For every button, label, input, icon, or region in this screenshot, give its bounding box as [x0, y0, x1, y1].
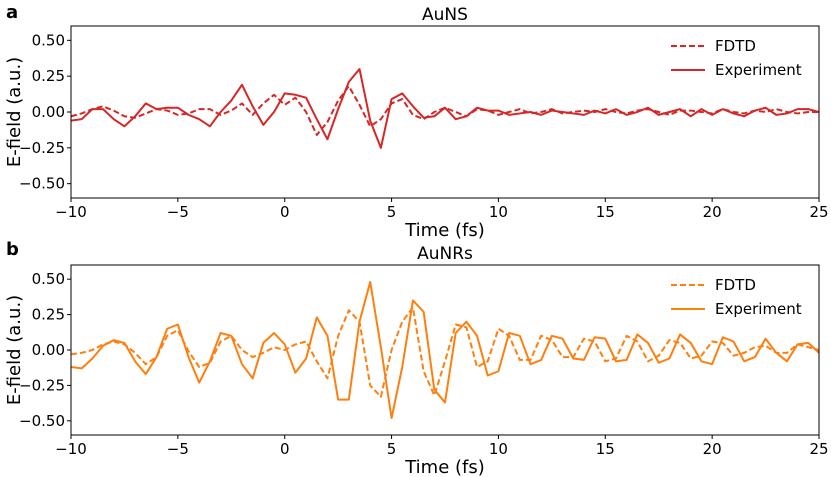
x-tick-label: −5: [167, 440, 189, 458]
x-tick-label: 15: [596, 203, 615, 221]
panel-b: b AuNRs −10 −5 0 5 10 15 20 25 −0.50 −0.25 0.00 0.25 0…: [4, 239, 829, 477]
chart-title: AuNS: [422, 5, 468, 25]
legend-label-experiment: Experiment: [715, 61, 802, 79]
y-tick-label: 0.00: [32, 341, 65, 359]
y-tick-label: 0.00: [32, 103, 65, 121]
panel-a: a AuNS −10 −5 0 5 10 15 20 25 −0.50 −0.25 0.00 0.25 0.…: [4, 2, 829, 241]
legend-label-fdtd: FDTD: [715, 37, 756, 55]
x-tick-label: 20: [703, 440, 722, 458]
series-group: [71, 281, 819, 419]
x-tick-label: 25: [809, 440, 828, 458]
y-tick-label: 0.25: [32, 67, 65, 85]
series-line-experiment: [71, 281, 819, 419]
y-tick-label: −0.50: [19, 175, 65, 193]
y-tick-label: −0.25: [19, 376, 65, 394]
y-axis-label: E-field (a.u.): [4, 57, 25, 167]
x-tick-label: −10: [55, 203, 87, 221]
y-tick-label: 0.25: [32, 306, 65, 324]
series-group: [71, 68, 819, 149]
chart-title: AuNRs: [417, 244, 473, 264]
y-tick-label: 0.50: [32, 31, 65, 49]
series-line-fdtd: [71, 306, 819, 398]
series-line-experiment: [71, 68, 819, 149]
x-tick-label: 5: [387, 203, 397, 221]
x-tick-label: 20: [703, 203, 722, 221]
x-tick-label: 10: [489, 440, 508, 458]
legend-label-fdtd: FDTD: [715, 276, 756, 294]
legend: FDTD Experiment: [671, 276, 802, 318]
panel-letter: b: [6, 239, 19, 260]
x-tick-label: 5: [387, 440, 397, 458]
y-tick-label: −0.50: [19, 412, 65, 430]
legend-label-experiment: Experiment: [715, 300, 802, 318]
panel-letter: a: [6, 2, 18, 23]
x-tick-label: −10: [55, 440, 87, 458]
x-tick-label: 0: [280, 440, 290, 458]
y-tick-label: 0.50: [32, 270, 65, 288]
plot-frame: [70, 264, 820, 436]
x-axis-label: Time (fs): [404, 220, 485, 241]
y-axis-label: E-field (a.u.): [4, 295, 25, 405]
x-tick-label: 15: [596, 440, 615, 458]
x-tick-label: −5: [167, 203, 189, 221]
x-tick-label: 0: [280, 203, 290, 221]
x-tick-label: 25: [809, 203, 828, 221]
legend: FDTD Experiment: [671, 37, 802, 79]
x-tick-label: 10: [489, 203, 508, 221]
y-tick-label: −0.25: [19, 139, 65, 157]
x-axis-label: Time (fs): [404, 457, 485, 477]
series-line-fdtd: [71, 85, 819, 136]
